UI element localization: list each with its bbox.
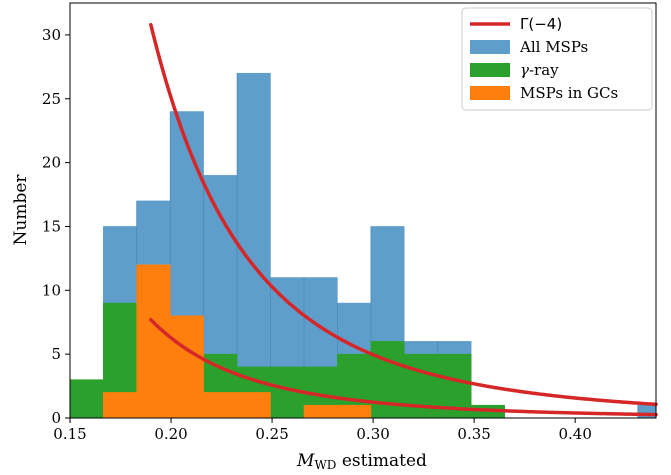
gamma-ray-bar-0 [69,379,104,419]
gamma-curve-1 [149,317,658,417]
y-tick-label-0: 0 [51,409,61,427]
msps-in-gcs-bar-5 [303,404,338,419]
y-tick-label-1: 5 [51,345,61,363]
histogram-bars [69,72,657,419]
msps-in-gcs-bar-2 [169,315,204,419]
y-tick-label-6: 30 [42,26,61,44]
legend-label-gamma-ray-prefix: γ [520,61,529,79]
all-msps-bar-4 [236,72,271,419]
legend-label-msps-in-gcs: MSPs in GCs [520,84,618,102]
legend-swatch-gamma-ray [470,63,510,77]
x-axis-label-sub: WD [314,458,336,472]
x-tick-label-0: 0.15 [53,425,86,443]
legend-label-gamma-curve: Γ(−4) [520,15,562,33]
gamma-curves [149,22,658,417]
x-axis-label-main: M [296,451,315,471]
x-axis-label: MWD estimated [296,451,427,472]
msps-in-gcs-bar-1 [136,264,171,419]
y-tick-label-2: 10 [42,281,61,299]
msps-in-gcs-bar-4 [236,392,271,419]
gamma-ray-bar-9 [370,341,405,419]
plot-frame [69,2,657,419]
legend-label-all-msps: All MSPs [519,38,588,56]
y-tick-label-4: 20 [42,154,61,172]
msps-in-gcs-bar-6 [337,404,372,419]
y-tick-label-3: 15 [42,217,61,235]
legend-box [461,7,653,111]
legend-label-gamma-ray-suffix: -ray [529,61,559,79]
gamma-curve-0 [149,22,658,407]
x-tick-label-1: 0.20 [154,425,187,443]
x-tick-label-3: 0.30 [356,425,389,443]
msps-in-gcs-bar-0 [103,392,137,419]
x-tick-label-5: 0.40 [558,425,591,443]
legend-swatch-all-msps [470,40,510,54]
x-tick-label-4: 0.35 [457,425,490,443]
legend: Γ(−4) All MSPs γ-ray MSPs in GCs [461,7,653,111]
legend-label-gamma-ray: γ-ray [520,61,559,79]
msps-in-gcs-bar-3 [203,392,238,419]
x-tick-label-2: 0.25 [255,425,288,443]
legend-swatch-msps-in-gcs [470,86,510,100]
x-axis-ticks: 0.15 0.20 0.25 0.30 0.35 0.40 [53,418,592,443]
y-axis-label: Number [11,174,31,246]
y-tick-label-5: 25 [42,90,61,108]
y-axis-ticks: 0 5 10 15 20 25 30 [42,26,70,427]
x-axis-label-rest: estimated [336,451,427,471]
